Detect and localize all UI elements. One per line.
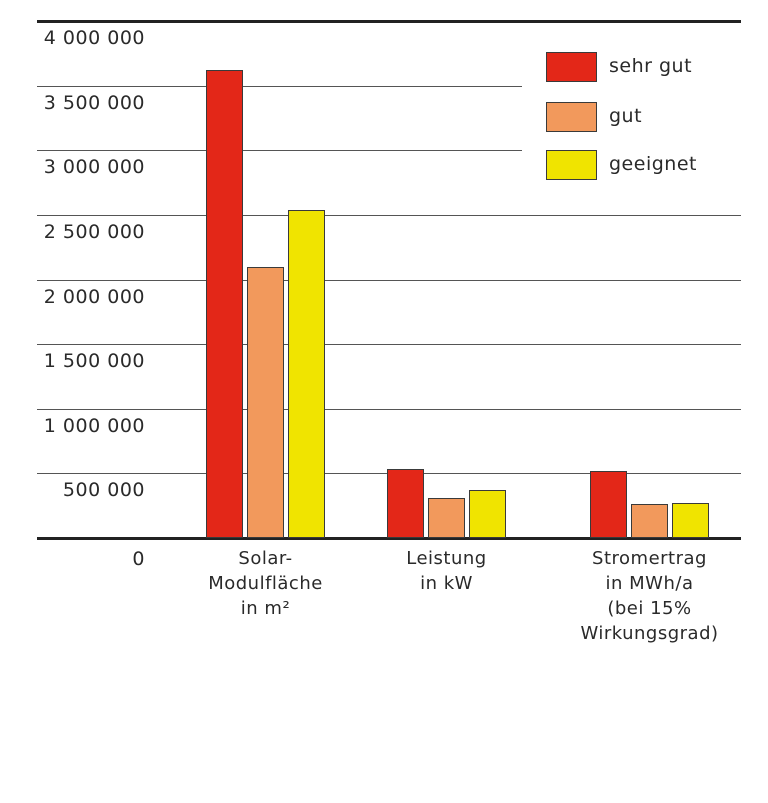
legend-swatch [546, 150, 597, 180]
y-tick-label: 4 000 000 [43, 27, 145, 49]
y-tick-label: 2 000 000 [43, 285, 145, 308]
bar-sehr-gut [387, 469, 424, 538]
bar-geeignet [469, 490, 506, 538]
y-tick-label: 1 500 000 [43, 350, 145, 373]
y-tick-label: 3 000 000 [43, 156, 145, 179]
gridline [37, 279, 741, 281]
gridline [37, 214, 741, 216]
gridline [37, 408, 741, 410]
category-label: Leistung in kW [406, 548, 487, 594]
y-tick-label: 3 500 000 [43, 91, 145, 114]
legend-label: sehr gut [609, 55, 693, 77]
x-axis-baseline [37, 537, 741, 540]
bar-gut [247, 266, 284, 538]
legend-swatch [546, 52, 597, 82]
bar-gut [631, 504, 668, 538]
legend-label: geeignet [609, 153, 697, 175]
legend-swatch [546, 102, 597, 132]
y-tick-label: 1 000 000 [43, 414, 145, 437]
y-tick-label: 0 [132, 548, 145, 570]
category-label: Solar- Modulfläche in m² [208, 548, 323, 619]
gridline [37, 344, 741, 346]
gridline [37, 85, 522, 87]
bar-sehr-gut [206, 70, 243, 538]
category-label: Stromertrag in MWh/a (bei 15% Wirkungsgr… [580, 548, 719, 644]
y-tick-label: 2 500 000 [43, 220, 145, 243]
y-tick-label: 500 000 [62, 479, 145, 502]
gridline [37, 150, 522, 152]
bar-geeignet [288, 210, 325, 538]
legend-label: gut [609, 105, 643, 127]
bar-gut [428, 498, 465, 538]
bar-sehr-gut [590, 471, 627, 538]
top-border-line [37, 19, 741, 23]
bar-geeignet [672, 503, 709, 538]
